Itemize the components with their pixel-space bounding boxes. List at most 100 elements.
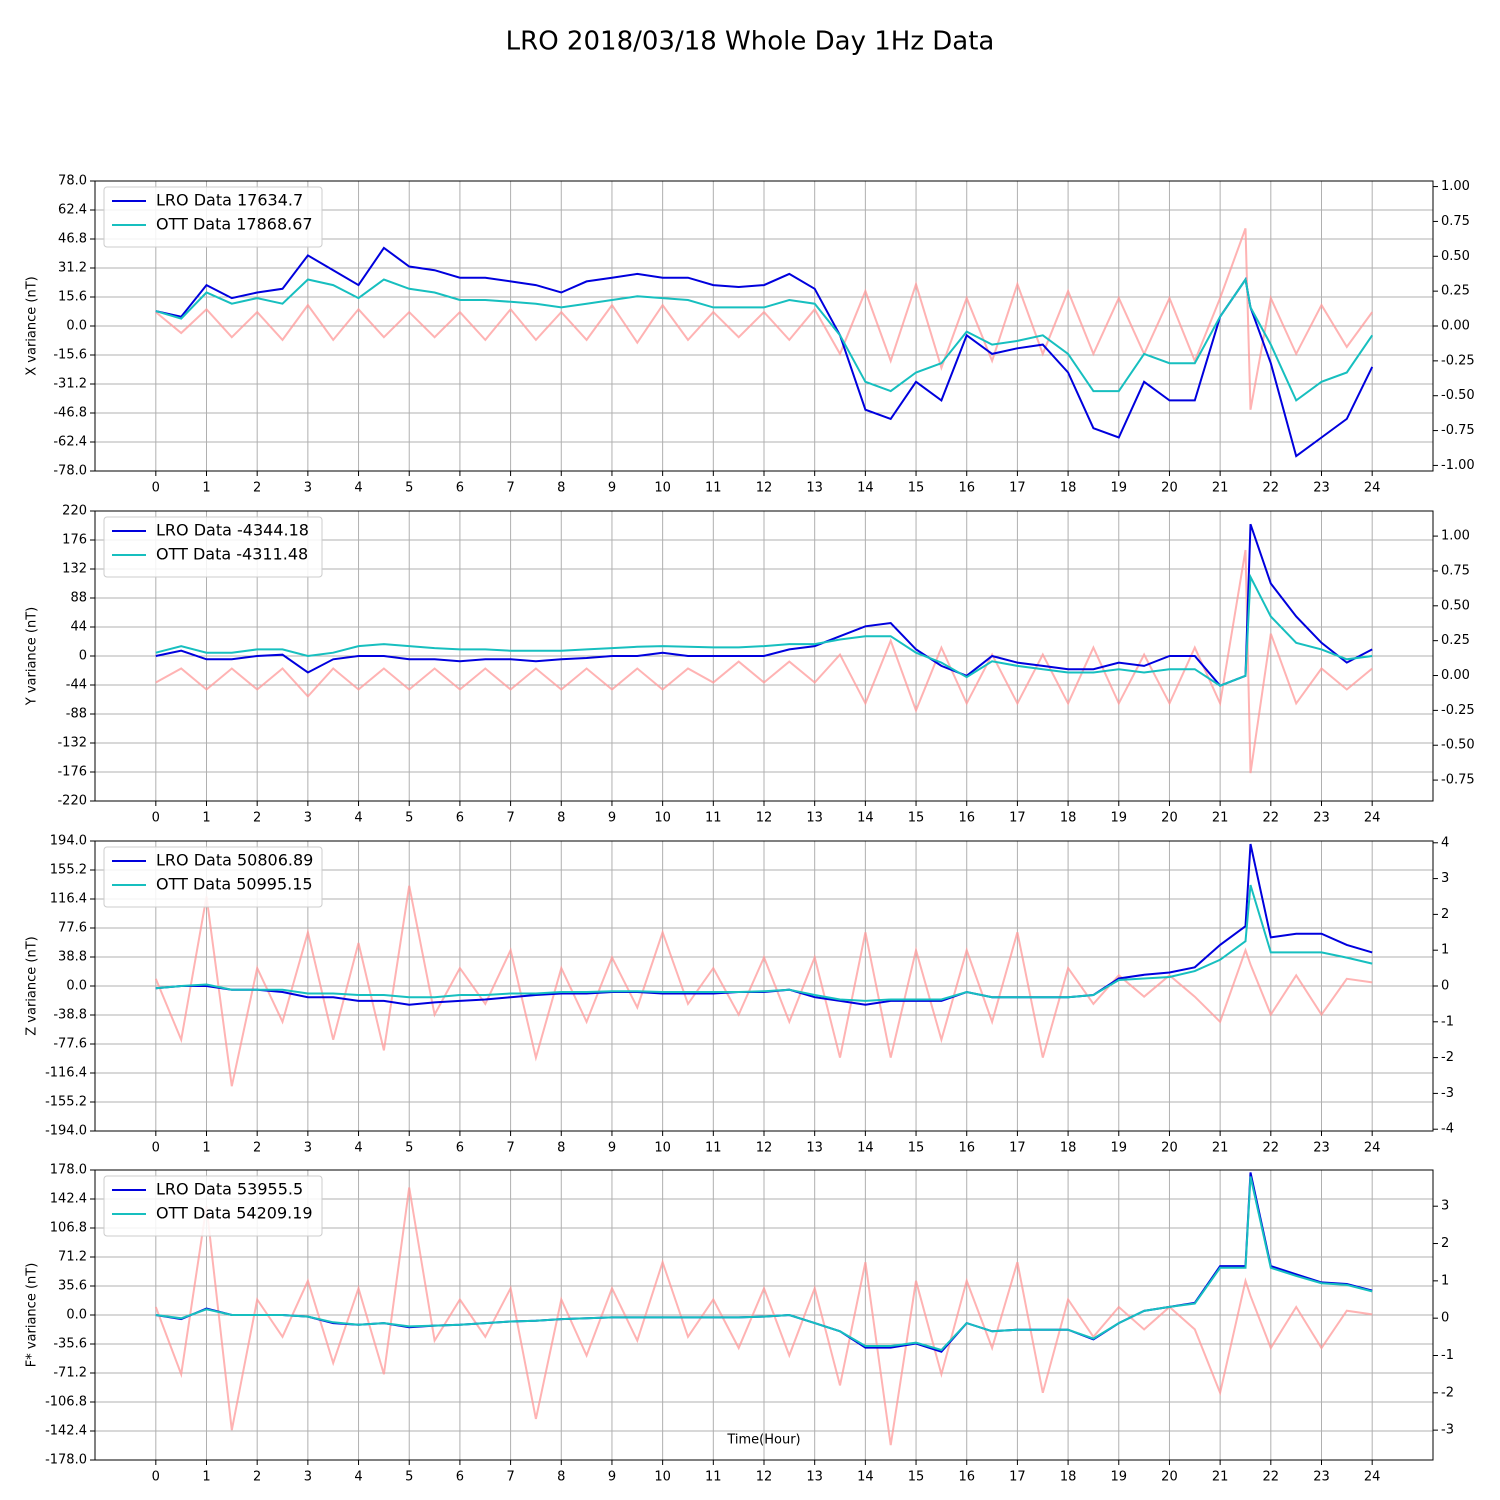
x-tick-label: 19 (1110, 811, 1127, 826)
y-tick-label: 78.0 (58, 174, 87, 189)
y-tick-label: -62.4 (53, 435, 87, 450)
y2-tick-label: 0.50 (1441, 249, 1470, 264)
legend-label: LRO Data -4344.18 (156, 521, 309, 540)
y2-tick-label: -3 (1441, 1423, 1454, 1438)
x-tick-label: 10 (654, 1470, 671, 1485)
x-tick-label: 23 (1313, 1141, 1330, 1156)
y-tick-label: 132 (62, 562, 87, 577)
y-tick-label: 220 (62, 504, 87, 519)
x-tick-label: 22 (1263, 1141, 1280, 1156)
series-line (155, 884, 1373, 1002)
plot-frame (94, 1169, 1434, 1461)
x-tick-label: 17 (1009, 1141, 1026, 1156)
x-tick-label: 5 (405, 811, 413, 826)
y-tick-label: 0.0 (66, 979, 87, 994)
y2-tick-label: -2 (1441, 1050, 1454, 1065)
x-tick-label: 2 (253, 1470, 261, 1485)
y2-tick-label: 0.25 (1441, 633, 1470, 648)
legend-label: OTT Data 54209.19 (156, 1204, 313, 1223)
x-tick-label: 3 (304, 481, 312, 496)
y2-tick-label: 3 (1441, 871, 1449, 886)
legend-label: LRO Data 17634.7 (156, 191, 303, 210)
difference-line (155, 228, 1374, 410)
x-tick-label: 12 (756, 811, 773, 826)
y-tick-label: -71.2 (53, 1366, 87, 1381)
y2-tick-label: -0.25 (1441, 703, 1475, 718)
x-tick-label: 22 (1263, 1470, 1280, 1485)
x-tick-label: 14 (857, 811, 874, 826)
y-tick-label: -106.8 (45, 1395, 87, 1410)
x-tick-label: 15 (908, 811, 925, 826)
y-tick-label: 142.4 (50, 1192, 87, 1207)
x-tick-label: 16 (958, 481, 975, 496)
y2-tick-label: 1 (1441, 1273, 1449, 1288)
y-tick-label: -38.8 (53, 1008, 87, 1023)
y-tick-label: 178.0 (50, 1163, 87, 1178)
legend-label: LRO Data 53955.5 (156, 1180, 303, 1199)
x-tick-label: 4 (354, 811, 362, 826)
x-tick-label: 1 (202, 481, 210, 496)
x-tick-label: 24 (1364, 1141, 1381, 1156)
y-tick-label: -142.4 (45, 1424, 87, 1439)
y2-tick-label: 0.00 (1441, 319, 1470, 334)
y2-tick-label: 1.00 (1441, 529, 1470, 544)
x-tick-label: 22 (1263, 481, 1280, 496)
x-tick-label: 11 (705, 811, 722, 826)
x-tick-label: 15 (908, 1141, 925, 1156)
x-tick-label: 22 (1263, 811, 1280, 826)
x-tick-label: 12 (756, 1141, 773, 1156)
y-tick-label: 176 (62, 533, 87, 548)
plot-frame (94, 180, 1434, 472)
y-tick-label: 0 (79, 649, 87, 664)
y2-tick-label: 4 (1441, 835, 1449, 850)
x-tick-label: 21 (1212, 1141, 1229, 1156)
x-tick-label: 8 (557, 1470, 565, 1485)
x-tick-label: 9 (608, 811, 616, 826)
y-tick-label: 106.8 (50, 1221, 87, 1236)
x-tick-label: 2 (253, 811, 261, 826)
x-tick-label: 18 (1060, 811, 1077, 826)
x-tick-label: 7 (506, 481, 514, 496)
series-line (155, 523, 1373, 687)
y2-tick-label: 0.50 (1441, 598, 1470, 613)
x-tick-label: 5 (405, 1470, 413, 1485)
x-tick-label: 14 (857, 1141, 874, 1156)
x-tick-label: 21 (1212, 1470, 1229, 1485)
y2-tick-label: -3 (1441, 1086, 1454, 1101)
y-tick-label: 77.6 (58, 921, 87, 936)
y-tick-label: -88 (66, 707, 87, 722)
x-tick-label: 12 (756, 1470, 773, 1485)
x-tick-label: 21 (1212, 811, 1229, 826)
x-tick-label: 9 (608, 1470, 616, 1485)
y-tick-label: 46.8 (58, 232, 87, 247)
x-tick-label: 14 (857, 481, 874, 496)
x-tick-label: 0 (152, 811, 160, 826)
x-tick-label: 10 (654, 481, 671, 496)
legend-box (103, 186, 323, 248)
x-tick-label: 4 (354, 481, 362, 496)
y2-tick-label: -0.50 (1441, 388, 1475, 403)
y-tick-label: 88 (70, 591, 87, 606)
x-tick-label: 2 (253, 481, 261, 496)
x-tick-label: 19 (1110, 1141, 1127, 1156)
x-tick-label: 3 (304, 1470, 312, 1485)
y2-tick-label: 0.75 (1441, 214, 1470, 229)
x-tick-label: 19 (1110, 481, 1127, 496)
x-tick-label: 11 (705, 481, 722, 496)
difference-line (154, 1187, 1373, 1446)
y2-tick-label: -0.25 (1441, 353, 1475, 368)
x-tick-label: 6 (456, 1141, 464, 1156)
x-tick-label: 13 (806, 481, 823, 496)
x-tick-label: 8 (557, 481, 565, 496)
x-tick-label: 20 (1161, 1470, 1178, 1485)
y-axis-label: Z variance (nT) (25, 936, 40, 1035)
y2-tick-label: -0.75 (1441, 423, 1475, 438)
x-tick-label: 13 (806, 811, 823, 826)
x-tick-label: 8 (557, 1141, 565, 1156)
x-tick-label: 9 (608, 481, 616, 496)
x-tick-label: 3 (304, 1141, 312, 1156)
x-tick-label: 0 (152, 1141, 160, 1156)
x-tick-label: 21 (1212, 481, 1229, 496)
y2-tick-label: 2 (1441, 907, 1449, 922)
